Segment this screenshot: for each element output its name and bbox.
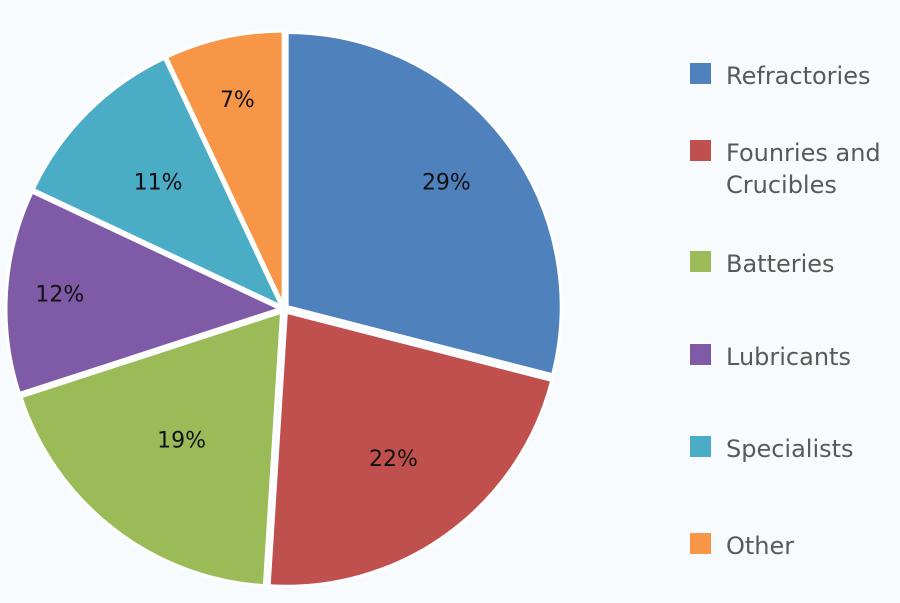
data-label-refractories: 29%	[422, 171, 471, 196]
legend-item-batteries: Batteries	[690, 248, 891, 280]
data-label-specialists: 11%	[134, 171, 183, 196]
pie-slice-lubricants	[4, 190, 285, 396]
data-label-founries-and-crucibles: 22%	[369, 447, 418, 472]
legend-swatch-lubricants	[690, 344, 711, 365]
legend-swatch-founries-and-crucibles	[690, 140, 711, 161]
legend: Refractories Founries and Crucibles Batt…	[690, 0, 895, 603]
legend-swatch-other	[690, 533, 711, 554]
legend-label-lubricants: Lubricants	[726, 343, 851, 371]
legend-swatch-batteries	[690, 251, 711, 272]
pie-slice-refractories	[285, 31, 563, 377]
data-label-lubricants: 12%	[35, 282, 84, 307]
legend-label-refractories: Refractories	[726, 62, 871, 90]
pie-slice-batteries	[19, 310, 284, 588]
legend-item-founries-and-crucibles: Founries and Crucibles	[690, 137, 891, 201]
legend-item-lubricants: Lubricants	[690, 341, 891, 373]
pie-slice-founries-and-crucibles	[267, 310, 554, 588]
legend-label-other: Other	[726, 532, 795, 560]
legend-item-other: Other	[690, 530, 891, 562]
legend-label-batteries: Batteries	[726, 250, 835, 278]
legend-item-refractories: Refractories	[690, 60, 891, 92]
pie-slice-other	[164, 29, 285, 306]
legend-label-specialists: Specialists	[726, 435, 854, 463]
legend-swatch-specialists	[690, 436, 711, 457]
pie-slice-specialists	[31, 56, 285, 310]
legend-swatch-refractories	[690, 63, 711, 84]
legend-label-founries-and-crucibles: Founries and Crucibles	[726, 139, 881, 199]
data-label-other: 7%	[220, 88, 255, 113]
legend-item-specialists: Specialists	[690, 433, 891, 465]
data-label-batteries: 19%	[157, 429, 206, 454]
